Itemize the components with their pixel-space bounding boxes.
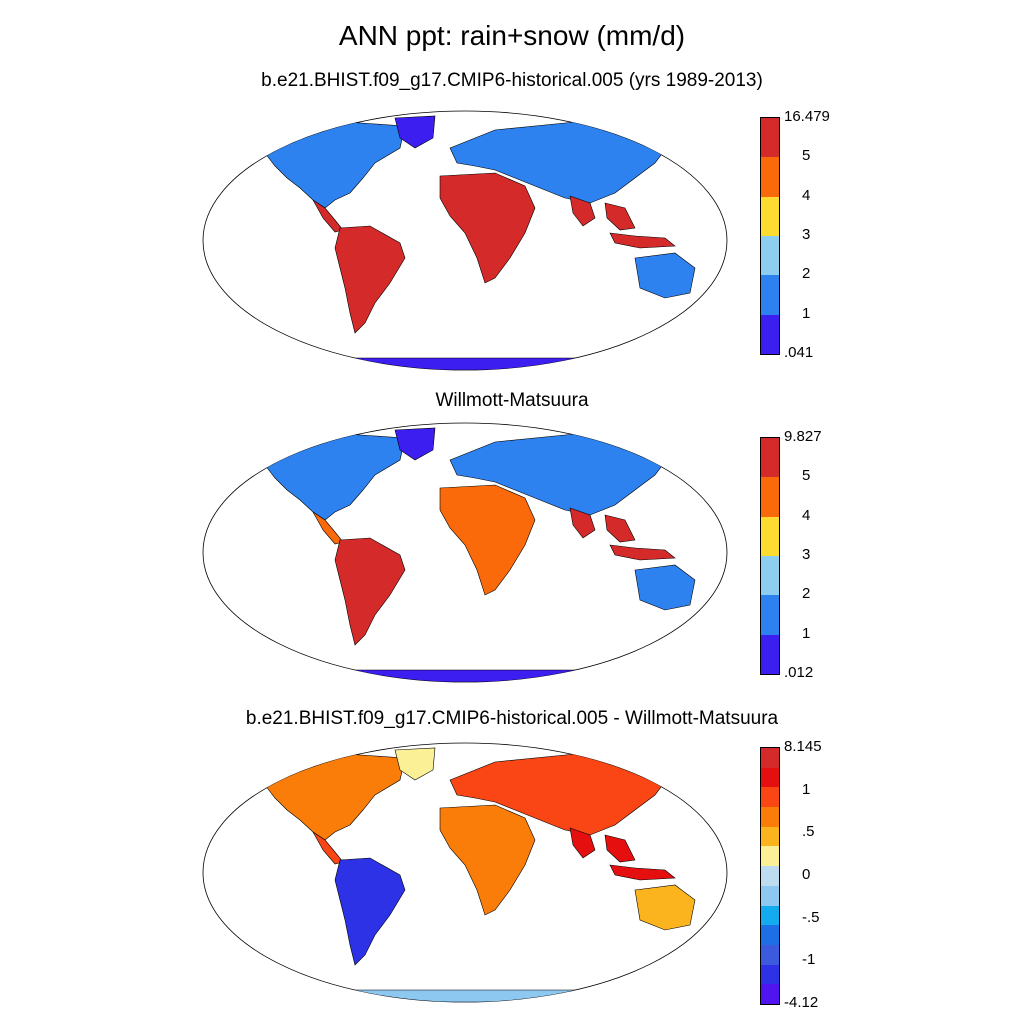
colorbar-segment	[761, 477, 779, 517]
map-panel-obs	[195, 420, 735, 685]
colorbar-tick-label: 3	[802, 546, 811, 563]
africa	[439, 804, 536, 916]
colorbar-tick-label: -.5	[802, 908, 820, 926]
colorbar-obs	[760, 437, 780, 675]
colorbar-segment	[761, 807, 779, 827]
maritime-continent	[609, 544, 676, 561]
colorbar-tick-label: 8.145	[784, 738, 822, 755]
south-asia	[569, 827, 636, 863]
australia	[634, 564, 696, 611]
colorbar-segment	[761, 275, 779, 315]
colorbar-segment	[761, 984, 779, 1004]
colorbar-segment	[761, 846, 779, 867]
colorbar-tick-label: 4	[802, 506, 811, 524]
australia	[634, 884, 696, 931]
colorbar-diff	[760, 747, 780, 1005]
colorbar-tick-label: 1	[802, 304, 811, 322]
colorbar-tick-label: .5	[802, 823, 815, 841]
south-asia	[569, 507, 636, 543]
colorbar-tick-label: 5	[802, 467, 811, 485]
colorbar-tick-label: 0	[802, 866, 811, 883]
colorbar-segment	[761, 314, 779, 354]
colorbar-segment	[761, 555, 779, 596]
colorbar-tick-label: 2	[802, 585, 811, 603]
colorbar-segment	[761, 235, 779, 276]
antarctica	[304, 989, 626, 1002]
colorbar-segment	[761, 866, 779, 886]
africa	[439, 484, 536, 596]
colorbar-segment	[761, 196, 779, 236]
map-panel-diff	[195, 740, 735, 1005]
maritime-continent	[609, 864, 676, 881]
antarctica	[304, 669, 626, 682]
colorbar-tick-label: .012	[784, 664, 814, 681]
colorbar-tick-label: 2	[802, 265, 811, 283]
map-panel-model	[195, 108, 735, 373]
africa	[439, 172, 536, 284]
colorbar-tick-label: -4.12	[784, 994, 819, 1011]
colorbar-segment	[761, 595, 779, 635]
colorbar-segment	[761, 964, 779, 985]
colorbar-tick-label: 1	[802, 780, 811, 798]
colorbar-tick-label: .041	[784, 344, 814, 361]
colorbar-segment	[761, 516, 779, 556]
colorbar-segment	[761, 767, 779, 788]
colorbar-tick-label: 1	[802, 624, 811, 642]
colorbar-segment	[761, 438, 779, 478]
colorbar-tick-label: 9.827	[784, 428, 822, 445]
south-america	[334, 857, 406, 966]
colorbar-segment	[761, 748, 779, 768]
colorbar-tick-label: 5	[802, 147, 811, 165]
colorbar-segment	[761, 634, 779, 674]
south-america	[334, 537, 406, 646]
greenland	[394, 115, 436, 149]
colorbar-segment	[761, 885, 779, 906]
colorbar-segment	[761, 925, 779, 945]
colorbar-tick-label: 3	[802, 226, 811, 243]
colorbar-tick-label: 16.479	[784, 108, 830, 125]
antarctica	[304, 357, 626, 370]
australia	[634, 252, 696, 299]
panel-obs-title: Willmott-Matsuura	[435, 390, 589, 411]
colorbar-segment	[761, 787, 779, 808]
south-asia	[569, 195, 636, 231]
colorbar-segment	[761, 826, 779, 847]
colorbar-segment	[761, 157, 779, 197]
figure-title: ANN ppt: rain+snow (mm/d)	[338, 20, 686, 51]
south-america	[334, 225, 406, 334]
greenland	[394, 427, 436, 461]
colorbar-tick-label: 4	[802, 186, 811, 204]
colorbar-segment	[761, 118, 779, 158]
panel-model-title: b.e21.BHIST.f09_g17.CMIP6-historical.005…	[261, 70, 763, 91]
colorbar-model	[760, 117, 780, 355]
panel-diff-title: b.e21.BHIST.f09_g17.CMIP6-historical.005…	[245, 708, 779, 729]
colorbar-segment	[761, 944, 779, 965]
maritime-continent	[609, 232, 676, 249]
greenland	[394, 747, 436, 781]
colorbar-segment	[761, 905, 779, 926]
colorbar-tick-label: -1	[802, 951, 816, 969]
